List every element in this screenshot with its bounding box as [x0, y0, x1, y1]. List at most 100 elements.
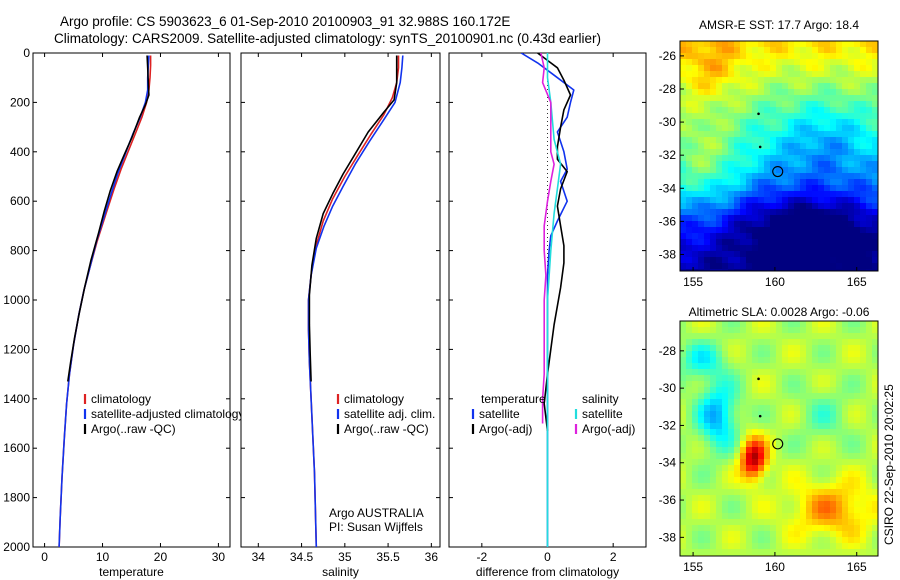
heatmap-cell [716, 345, 723, 352]
heatmap-cell [740, 501, 747, 508]
heatmap-cell [872, 495, 879, 502]
heatmap-cell [716, 257, 723, 264]
heatmap-cell [776, 411, 783, 418]
heatmap-cell [722, 357, 729, 364]
heatmap-cell [812, 327, 819, 334]
heatmap-cell [824, 339, 831, 346]
heatmap-cell [800, 483, 807, 490]
heatmap-cell [848, 423, 855, 430]
heatmap-cell [800, 339, 807, 346]
heatmap-cell [698, 113, 705, 120]
heatmap-cell [872, 423, 879, 430]
heatmap-cell [782, 137, 789, 144]
heatmap-cell [776, 83, 783, 90]
heatmap-cell [854, 203, 861, 210]
heatmap-cell [722, 221, 729, 228]
heatmap-cell [854, 495, 861, 502]
heatmap-cell [824, 405, 831, 412]
heatmap-cell [824, 131, 831, 138]
heatmap-cell [680, 339, 687, 346]
heatmap-cell [722, 47, 729, 54]
heatmap-cell [860, 489, 867, 496]
heatmap-cell [836, 143, 843, 150]
heatmap-cell [710, 483, 717, 490]
heatmap-cell [788, 447, 795, 454]
heatmap-cell [692, 483, 699, 490]
heatmap-cell [782, 453, 789, 460]
heatmap-cell [812, 239, 819, 246]
heatmap-cell [872, 519, 879, 526]
heatmap-cell [776, 387, 783, 394]
heatmap-cell [722, 549, 729, 556]
heatmap-cell [734, 191, 741, 198]
heatmap-cell [842, 113, 849, 120]
heatmap-cell [848, 167, 855, 174]
heatmap-cell [872, 531, 879, 538]
heatmap-cell [800, 495, 807, 502]
heatmap-cell [830, 495, 837, 502]
heatmap-cell [740, 125, 747, 132]
heatmap-cell [800, 257, 807, 264]
heatmap-cell [824, 89, 831, 96]
heatmap-cell [818, 519, 825, 526]
heatmap-cell [806, 501, 813, 508]
heatmap-cell [728, 47, 735, 54]
heatmap-cell [806, 417, 813, 424]
heatmap-cell [752, 465, 759, 472]
heatmap-cell [872, 77, 879, 84]
heatmap-cell [734, 393, 741, 400]
heatmap-cell [872, 357, 879, 364]
heatmap-cell [710, 387, 717, 394]
heatmap-cell [806, 369, 813, 376]
heatmap-cell [680, 167, 687, 174]
heatmap-cell [830, 269, 837, 272]
heatmap-cell [692, 393, 699, 400]
heatmap-cell [758, 101, 765, 108]
heatmap-cell [758, 447, 765, 454]
heatmap-cell [680, 47, 687, 54]
heatmap-cell [686, 393, 693, 400]
heatmap-cell [854, 131, 861, 138]
heatmap-cell [698, 167, 705, 174]
heatmap-cell [806, 89, 813, 96]
heatmap-cell [764, 411, 771, 418]
heatmap-cell [818, 119, 825, 126]
heatmap-cell [812, 357, 819, 364]
heatmap-cell [680, 65, 687, 72]
heatmap-cell [848, 435, 855, 442]
heatmap-cell [758, 71, 765, 78]
heatmap-cell [782, 77, 789, 84]
heatmap-cell [794, 459, 801, 466]
heatmap-cell [704, 543, 711, 550]
heatmap-cell [860, 209, 867, 216]
heatmap-cell [692, 41, 699, 48]
heatmap-cell [836, 131, 843, 138]
heatmap-cell [872, 453, 879, 460]
heatmap-cell [776, 345, 783, 352]
heatmap-cell [722, 423, 729, 430]
heatmap-cell [698, 375, 705, 382]
heatmap-cell [800, 501, 807, 508]
x-tick-label: 34 [252, 550, 266, 564]
heatmap-cell [764, 477, 771, 484]
heatmap-cell [704, 375, 711, 382]
heatmap-cell [806, 203, 813, 210]
heatmap-cell [734, 179, 741, 186]
heatmap-cell [788, 537, 795, 544]
heatmap-cell [782, 191, 789, 198]
heatmap-cell [872, 489, 879, 496]
heatmap-cell [710, 95, 717, 102]
heatmap-cell [818, 417, 825, 424]
heatmap-cell [848, 53, 855, 60]
heatmap-cell [788, 209, 795, 216]
heatmap-cell [692, 405, 699, 412]
heatmap-cell [710, 239, 717, 246]
heatmap-cell [842, 345, 849, 352]
heatmap-cell [824, 269, 831, 272]
heatmap-cell [854, 363, 861, 370]
heatmap-cell [758, 441, 765, 448]
heatmap-cell [788, 501, 795, 508]
heatmap-cell [818, 321, 825, 328]
heatmap-cell [746, 143, 753, 150]
heatmap-cell [722, 209, 729, 216]
